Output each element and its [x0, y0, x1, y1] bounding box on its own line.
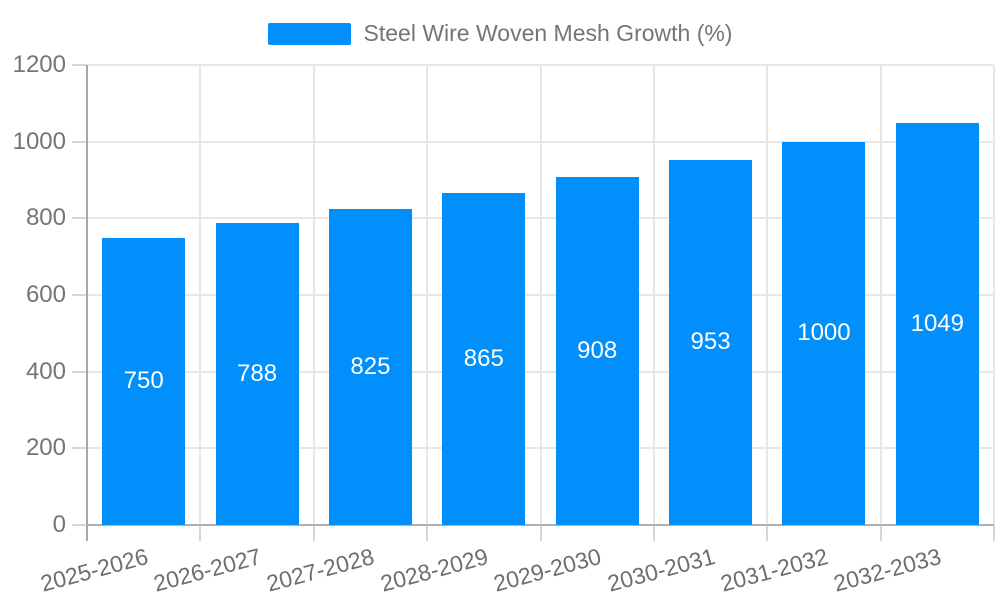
- x-axis-tick: [199, 525, 202, 541]
- v-gridline: [312, 65, 315, 525]
- bar-value-label: 1000: [797, 319, 851, 347]
- x-axis-line: [87, 524, 994, 526]
- y-axis-tick-label: 200: [25, 434, 66, 462]
- y-axis-tick-label: 400: [25, 357, 66, 385]
- v-gridline: [426, 65, 429, 525]
- bar[interactable]: 865: [442, 193, 526, 525]
- bar[interactable]: 750: [102, 237, 186, 525]
- y-axis-line: [86, 65, 88, 541]
- y-axis-tick: [72, 140, 87, 143]
- bar[interactable]: 953: [669, 159, 753, 525]
- bar-value-label: 953: [690, 328, 731, 356]
- y-axis-tick: [72, 294, 87, 296]
- v-gridline: [652, 65, 655, 525]
- y-axis-tick: [72, 370, 87, 373]
- x-axis-tick: [766, 525, 769, 541]
- bar-value-label: 825: [350, 352, 391, 380]
- x-axis-tick: [312, 525, 315, 541]
- y-axis-tick: [72, 447, 87, 450]
- bar[interactable]: 788: [215, 222, 299, 525]
- bar-value-label: 865: [463, 345, 504, 373]
- x-axis-tick: [879, 525, 882, 541]
- bar-value-label: 908: [577, 336, 618, 364]
- legend-swatch-icon: [267, 22, 351, 45]
- v-gridline: [879, 65, 882, 525]
- x-axis-tick: [652, 525, 655, 541]
- bar[interactable]: 908: [555, 176, 639, 525]
- bar[interactable]: 1000: [782, 141, 866, 525]
- legend-item[interactable]: Steel Wire Woven Mesh Growth (%): [0, 20, 1000, 47]
- y-axis-tick-label: 1200: [12, 51, 66, 78]
- bar[interactable]: 1049: [895, 122, 979, 525]
- y-axis-tick-label: 600: [25, 281, 66, 308]
- y-axis-tick: [72, 64, 87, 66]
- legend-label: Steel Wire Woven Mesh Growth (%): [363, 20, 733, 46]
- x-axis-tick: [993, 525, 995, 541]
- v-gridline: [766, 65, 769, 525]
- y-axis-tick: [72, 524, 87, 526]
- y-axis-tick-label: 1000: [12, 127, 66, 155]
- bar-value-label: 1049: [910, 309, 964, 337]
- y-axis-tick-label: 800: [25, 204, 66, 232]
- v-gridline: [199, 65, 202, 525]
- y-axis-tick: [72, 217, 87, 220]
- bar-value-label: 788: [237, 359, 278, 387]
- v-gridline: [993, 65, 995, 525]
- v-gridline: [539, 65, 542, 525]
- bar[interactable]: 825: [328, 208, 412, 525]
- x-axis-tick: [539, 525, 542, 541]
- x-axis-tick: [426, 525, 429, 541]
- bar-value-label: 750: [123, 367, 164, 395]
- y-axis-tick-label: 0: [52, 511, 66, 538]
